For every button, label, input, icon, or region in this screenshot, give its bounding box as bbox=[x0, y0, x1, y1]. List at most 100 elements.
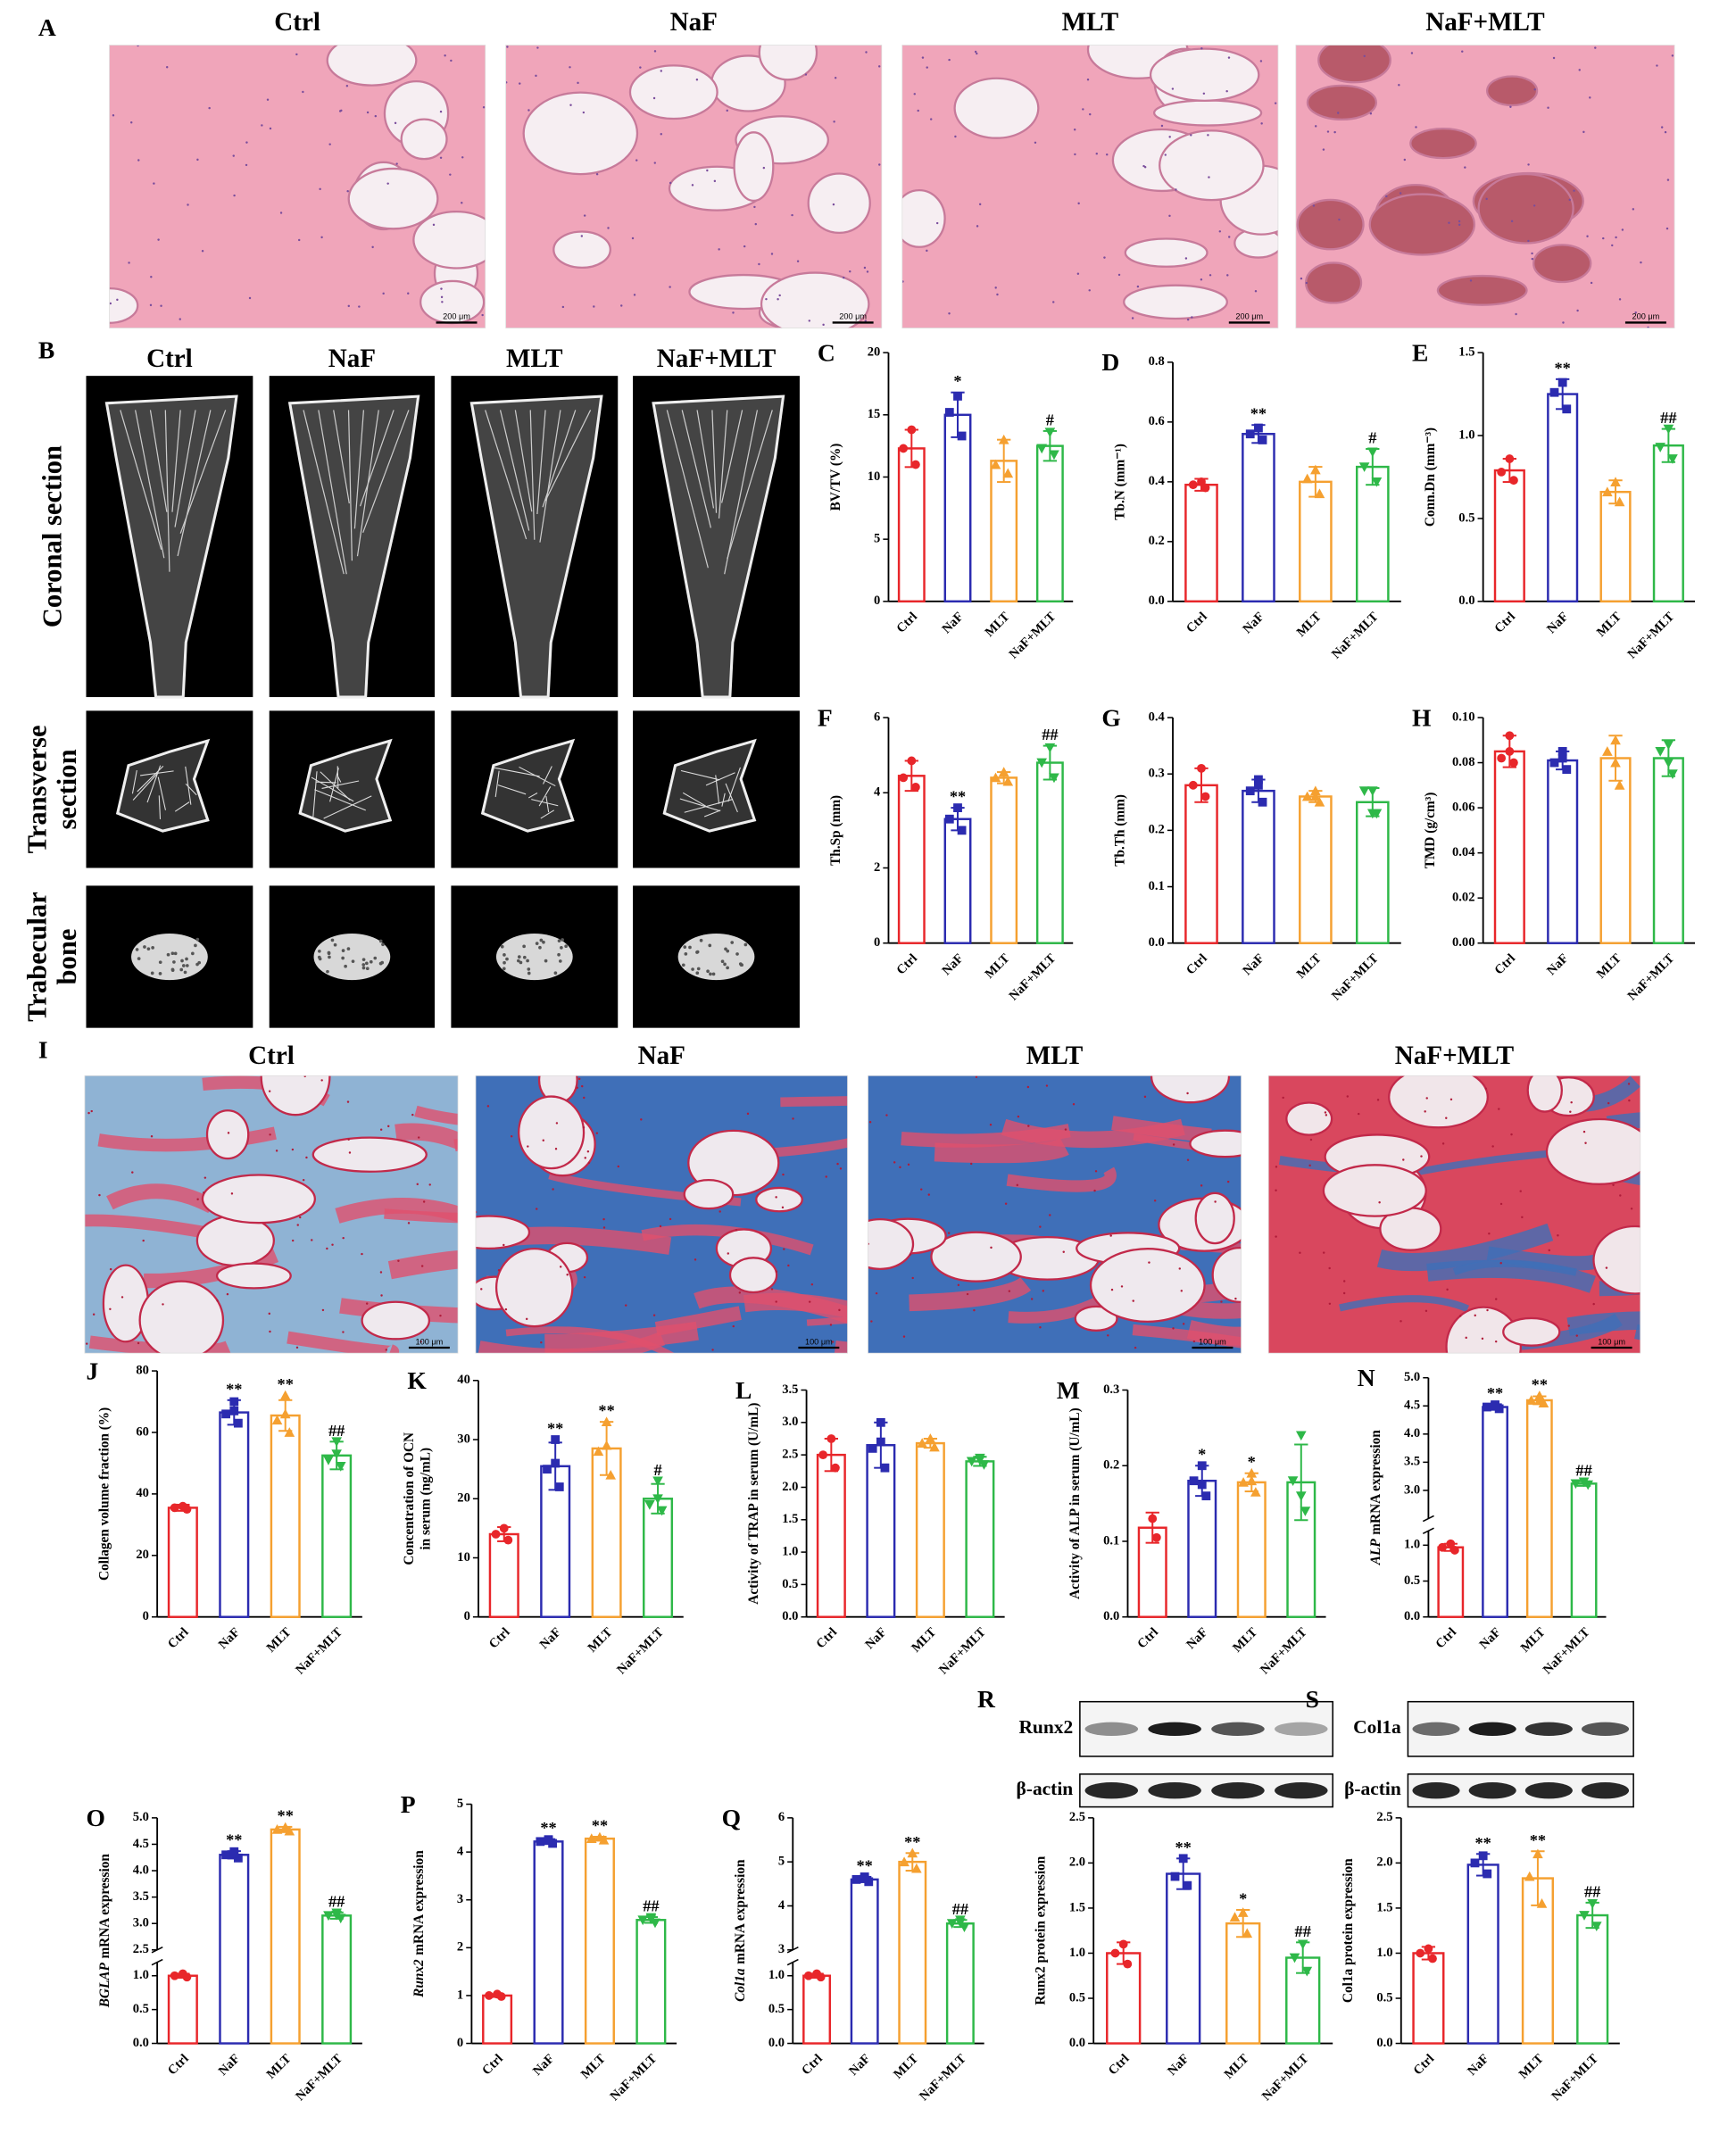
marrow-space bbox=[1477, 172, 1574, 245]
cell bbox=[832, 203, 835, 206]
y-tick-label: 10 bbox=[868, 469, 881, 484]
pore bbox=[185, 964, 189, 967]
data-point bbox=[1118, 1939, 1128, 1949]
y-tick-label: 1.5 bbox=[1458, 344, 1474, 359]
x-tick-label: MLT bbox=[578, 2052, 609, 2082]
data-point bbox=[1438, 1542, 1448, 1552]
data-point bbox=[1036, 758, 1048, 768]
pore bbox=[691, 967, 694, 971]
cell bbox=[1567, 1324, 1570, 1327]
y-tick-label: 5 bbox=[778, 1855, 785, 1869]
cell bbox=[1184, 257, 1188, 260]
cell bbox=[778, 294, 781, 297]
marrow-space bbox=[260, 1075, 331, 1117]
pore bbox=[327, 951, 331, 956]
row-label: section bbox=[52, 749, 82, 829]
cell bbox=[1494, 1340, 1498, 1343]
panel-letter: A bbox=[38, 13, 56, 41]
cell bbox=[358, 305, 361, 308]
cell bbox=[439, 1314, 442, 1317]
marrow-space bbox=[475, 1215, 531, 1250]
data-point bbox=[601, 1416, 612, 1427]
scale-bar-label: 200 μm bbox=[1235, 312, 1263, 321]
cell bbox=[1665, 227, 1669, 230]
marrow-space bbox=[1436, 274, 1528, 306]
data-point bbox=[917, 1438, 928, 1448]
band bbox=[1468, 1782, 1516, 1799]
trabecula bbox=[529, 410, 536, 540]
cell bbox=[542, 1139, 544, 1141]
tibia-coronal bbox=[469, 394, 603, 699]
data-point bbox=[229, 1397, 239, 1407]
significance: ** bbox=[226, 1831, 242, 1849]
cell bbox=[870, 1320, 873, 1323]
cell bbox=[1064, 1128, 1067, 1131]
cell bbox=[694, 1258, 697, 1261]
cell bbox=[1186, 1158, 1190, 1161]
pore bbox=[695, 971, 700, 975]
cell bbox=[1082, 108, 1084, 111]
trabecula bbox=[185, 766, 192, 805]
y-axis-label-text: mRNA expression bbox=[1368, 1430, 1383, 1535]
marrow-space bbox=[412, 210, 486, 270]
fiber bbox=[143, 1248, 279, 1289]
y-axis-label: ALP mRNA expression bbox=[1368, 1430, 1383, 1565]
cell bbox=[439, 156, 443, 160]
y-tick-label: 10 bbox=[457, 1550, 470, 1565]
cell bbox=[1664, 130, 1667, 134]
y-tick-label: 0.10 bbox=[1452, 710, 1474, 724]
cell bbox=[1312, 204, 1316, 207]
cell bbox=[1425, 1097, 1428, 1100]
panel-letter: M bbox=[1057, 1376, 1080, 1404]
cell bbox=[1300, 277, 1303, 280]
data-point bbox=[1663, 424, 1674, 435]
cell bbox=[1590, 281, 1593, 285]
cell bbox=[1077, 202, 1080, 205]
cell bbox=[617, 1165, 620, 1168]
x-tick-label: NaF+MLT bbox=[1007, 951, 1059, 1004]
data-point bbox=[907, 425, 917, 435]
x-tick-label: MLT bbox=[1516, 2052, 1547, 2082]
cell bbox=[1214, 1200, 1217, 1203]
cell bbox=[1570, 1100, 1573, 1104]
cell bbox=[1402, 1158, 1405, 1161]
cell bbox=[1627, 1083, 1631, 1085]
data-point bbox=[1044, 743, 1056, 753]
cell bbox=[407, 292, 410, 295]
data-point bbox=[1582, 1480, 1594, 1490]
cell bbox=[726, 109, 728, 112]
cell bbox=[1369, 112, 1373, 115]
bar bbox=[850, 1878, 879, 2045]
significance: # bbox=[1368, 428, 1376, 446]
panel-letter: G bbox=[1101, 703, 1120, 731]
column-title: NaF bbox=[328, 344, 376, 373]
cell bbox=[1275, 1189, 1277, 1191]
cell bbox=[917, 109, 919, 112]
fiber bbox=[414, 1105, 459, 1125]
cell bbox=[227, 1132, 230, 1134]
y-tick-label: 0.5 bbox=[133, 2002, 149, 2016]
marrow-space bbox=[1124, 237, 1209, 268]
data-point bbox=[551, 1435, 561, 1444]
marrow-space bbox=[138, 1280, 225, 1354]
cell bbox=[379, 1271, 383, 1274]
cell bbox=[1039, 1225, 1042, 1228]
pore bbox=[151, 946, 154, 950]
cell bbox=[365, 1302, 369, 1305]
y-tick-label: 4 bbox=[778, 1898, 785, 1913]
cell bbox=[607, 227, 610, 229]
x-tick-label: MLT bbox=[1222, 2052, 1252, 2082]
pore bbox=[380, 960, 385, 965]
fiber bbox=[1634, 1324, 1640, 1341]
data-point bbox=[1250, 1487, 1261, 1497]
data-point bbox=[975, 1456, 985, 1465]
scale-bar-label: 100 μm bbox=[1199, 1337, 1226, 1346]
bar bbox=[167, 1974, 198, 2045]
cell bbox=[1425, 1309, 1428, 1313]
cell bbox=[792, 1117, 794, 1120]
cell bbox=[1552, 56, 1556, 60]
cell bbox=[1582, 1130, 1586, 1133]
cell bbox=[1499, 1202, 1503, 1206]
y-tick-label: 30 bbox=[457, 1432, 470, 1446]
cell bbox=[131, 1171, 134, 1174]
